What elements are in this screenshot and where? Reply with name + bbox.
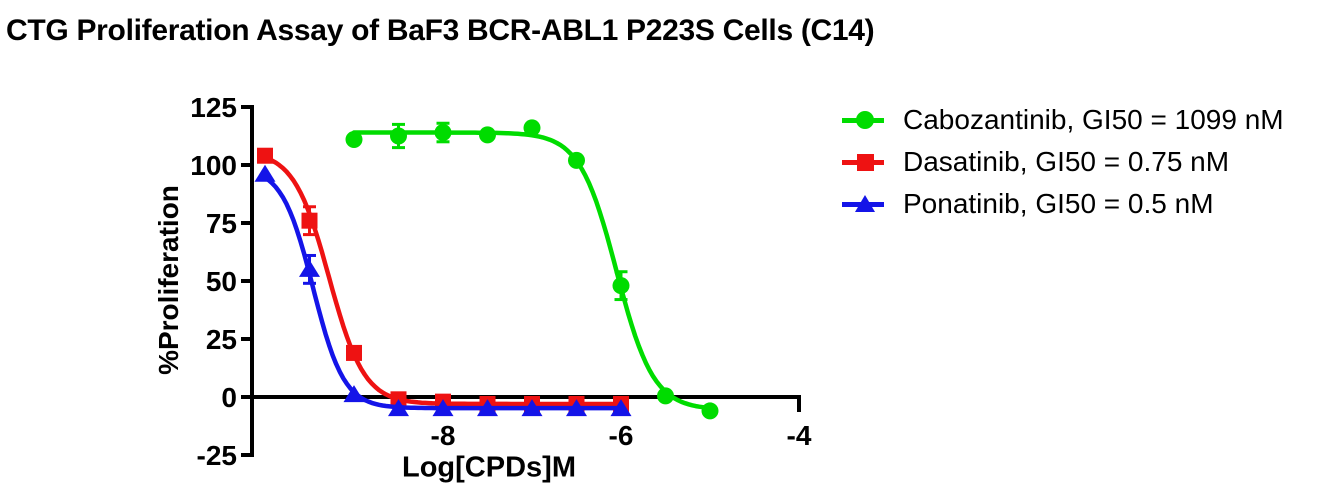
legend: Cabozantinib, GI50 = 1099 nM Dasatinib, …	[841, 99, 1284, 225]
legend-item-ponatinib: Ponatinib, GI50 = 0.5 nM	[841, 183, 1284, 225]
data-point-circle	[479, 126, 496, 144]
curve-cabozantinib	[351, 130, 713, 411]
y-tick-label: 0	[221, 382, 237, 413]
data-point-circle	[345, 130, 363, 148]
axes: 125 100 75 50 25 0 -25 -8 -6 -4	[190, 92, 812, 471]
series-cabozantinib	[345, 119, 719, 420]
legend-label-cabozantinib: Cabozantinib, GI50 = 1099 nM	[903, 104, 1284, 135]
legend-circle	[856, 111, 874, 129]
y-tick-label: -25	[197, 440, 237, 471]
x-tick-label: -6	[609, 420, 634, 451]
chart-title: CTG Proliferation Assay of BaF3 BCR-ABL1…	[6, 14, 875, 47]
data-point-square	[257, 147, 273, 164]
data-point-circle	[657, 387, 674, 405]
y-tick-label: 75	[206, 208, 237, 239]
circle-marker-icon	[841, 108, 889, 132]
y-tick-label: 25	[206, 324, 237, 355]
legend-item-cabozantinib: Cabozantinib, GI50 = 1099 nM	[841, 99, 1284, 141]
data-point-triangle	[566, 399, 587, 417]
data-point-triangle	[521, 399, 543, 417]
legend-label-dasatinib: Dasatinib, GI50 = 0.75 nM	[903, 146, 1230, 177]
curve-dasatinib	[262, 155, 624, 407]
data-point-circle	[523, 119, 541, 137]
data-point-triangle	[477, 399, 498, 417]
data-point-square	[301, 212, 318, 229]
triangle-marker-icon	[841, 192, 889, 216]
data-point-triangle	[432, 399, 454, 417]
square-marker-icon	[841, 150, 889, 174]
data-point-square	[346, 344, 362, 361]
y-tick-label: 50	[206, 266, 237, 297]
legend-item-dasatinib: Dasatinib, GI50 = 0.75 nM	[841, 141, 1284, 183]
data-point-triangle	[388, 399, 409, 417]
curve-ponatinib	[262, 175, 624, 411]
data-point-circle	[701, 402, 719, 420]
x-axis-label: Log[CPDs]M	[402, 451, 576, 484]
data-point-circle	[390, 127, 407, 145]
x-tick-label: -4	[787, 420, 812, 451]
legend-triangle	[855, 195, 875, 212]
data-point-triangle	[299, 259, 320, 277]
x-tick-label: -8	[431, 420, 456, 451]
legend-label-ponatinib: Ponatinib, GI50 = 0.5 nM	[903, 188, 1214, 219]
y-tick-label: 125	[190, 92, 237, 123]
data-point-triangle	[254, 164, 276, 182]
legend-square	[856, 153, 874, 171]
data-point-circle	[568, 151, 585, 169]
y-tick-label: 100	[190, 150, 237, 181]
data-point-triangle	[610, 399, 632, 417]
data-point-triangle	[343, 385, 365, 403]
data-point-circle	[612, 277, 630, 295]
series-ponatinib	[254, 164, 632, 417]
data-point-circle	[434, 124, 452, 142]
